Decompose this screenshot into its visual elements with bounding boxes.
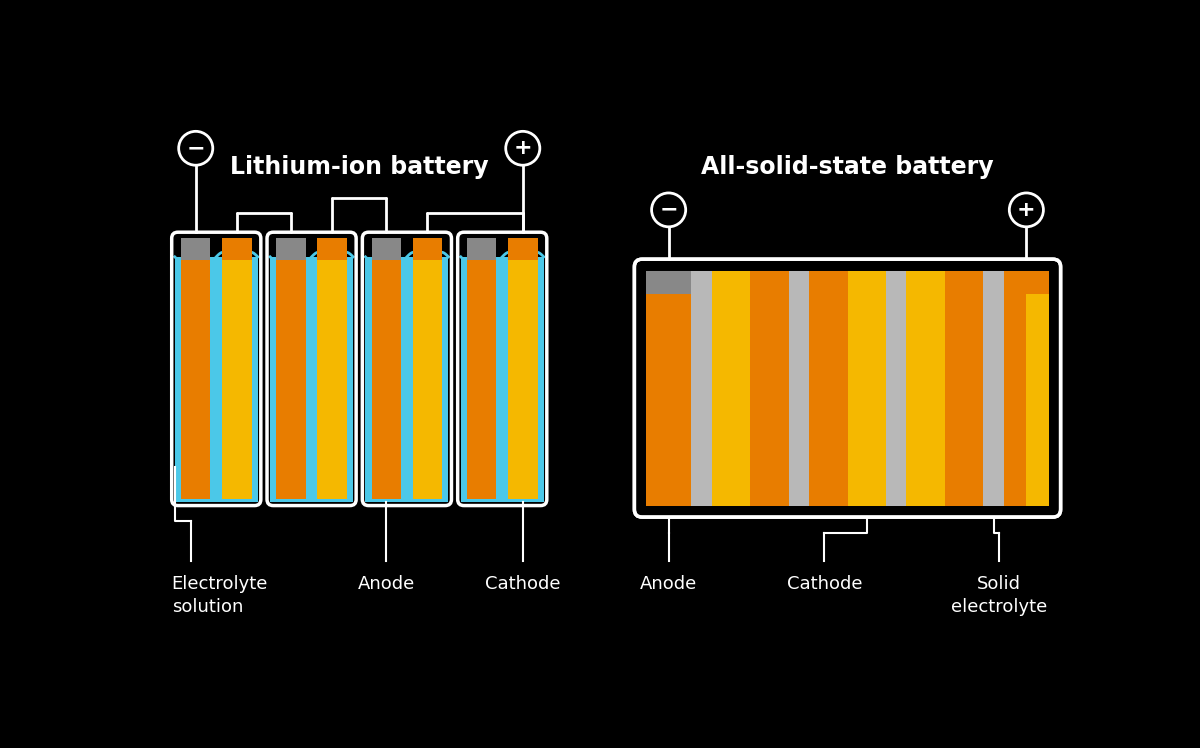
Bar (372, 239, 401, 260)
Text: Solid
electrolyte: Solid electrolyte (950, 575, 1046, 616)
Bar (1003, 294, 1049, 506)
Bar (467, 239, 497, 260)
Bar (413, 239, 442, 260)
Circle shape (652, 193, 685, 227)
Bar (276, 239, 306, 260)
Bar (646, 271, 691, 294)
Text: +: + (514, 138, 532, 159)
Bar (508, 239, 538, 260)
Bar (691, 271, 712, 506)
Text: Anode: Anode (640, 575, 697, 593)
Bar (508, 257, 538, 500)
Bar (646, 294, 691, 506)
Bar (906, 271, 944, 506)
Circle shape (505, 132, 540, 165)
Text: −: − (659, 200, 678, 220)
Text: −: − (186, 138, 205, 159)
Text: Cathode: Cathode (485, 575, 560, 593)
Bar (461, 257, 544, 502)
FancyBboxPatch shape (635, 259, 1061, 517)
Text: Electrolyte
solution: Electrolyte solution (172, 575, 268, 616)
Bar (847, 271, 886, 506)
Bar (788, 271, 809, 506)
Bar (457, 232, 547, 246)
Bar (181, 239, 210, 260)
Text: Cathode: Cathode (786, 575, 862, 593)
Bar (317, 257, 347, 500)
Bar (886, 271, 906, 506)
Bar (372, 257, 401, 500)
Bar (172, 232, 260, 246)
Bar (268, 232, 356, 246)
Bar (276, 257, 306, 500)
Bar (809, 271, 847, 506)
Circle shape (1009, 193, 1044, 227)
Bar (712, 271, 750, 506)
Bar (467, 257, 497, 500)
Bar (181, 257, 210, 500)
Bar (413, 257, 442, 500)
Circle shape (179, 132, 212, 165)
Bar (270, 257, 353, 502)
Bar (222, 239, 252, 260)
Bar (317, 239, 347, 260)
Text: Anode: Anode (358, 575, 415, 593)
Text: +: + (1018, 200, 1036, 220)
Bar (366, 257, 449, 502)
Bar (1003, 294, 1026, 506)
Bar (983, 271, 1003, 506)
Bar (175, 257, 258, 502)
Bar (750, 271, 788, 506)
Bar (1003, 271, 1049, 294)
Text: Lithium-ion battery: Lithium-ion battery (230, 155, 488, 179)
Bar (222, 257, 252, 500)
Text: All-solid-state battery: All-solid-state battery (701, 155, 994, 179)
Bar (944, 271, 983, 506)
Bar (362, 232, 451, 246)
